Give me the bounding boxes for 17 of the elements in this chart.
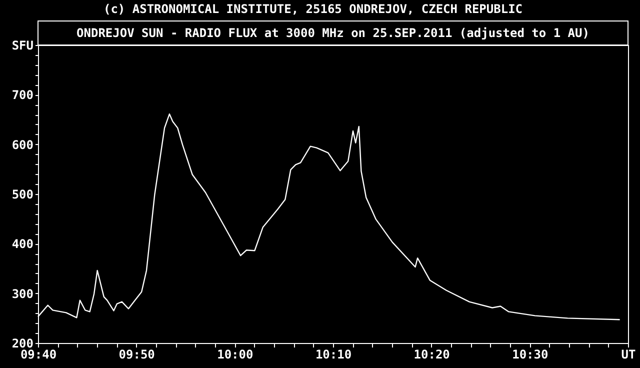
chart-title: ONDREJOV SUN - RADIO FLUX at 3000 MHz on 25.SEP.2011 (adjusted to 1 AU)	[76, 26, 590, 40]
y-tick-label: 200	[12, 336, 34, 350]
y-tick-label: 500	[12, 188, 34, 202]
x-tick-label: 10:10	[315, 348, 352, 362]
x-tick-label: 09:40	[20, 348, 57, 362]
y-tick-label: 700	[12, 88, 34, 102]
x-tick-label: 10:30	[512, 348, 548, 362]
line-series	[37, 113, 620, 320]
x-tick-label: 09:50	[118, 348, 155, 362]
text: (c) ASTRONOMICAL INSTITUTE, 25165 ONDREJOV, CZECH REPUBLIC	[103, 2, 523, 16]
x-tick-label: 10:00	[217, 348, 254, 362]
y-tick-label: SFU	[12, 38, 34, 52]
x-tick-label: 10:20	[414, 348, 450, 362]
y-tick-label: 600	[12, 138, 34, 152]
y-tick-label: 400	[12, 237, 34, 252]
x-tick-label: UT	[621, 348, 636, 362]
y-tick-label: 300	[12, 286, 34, 301]
